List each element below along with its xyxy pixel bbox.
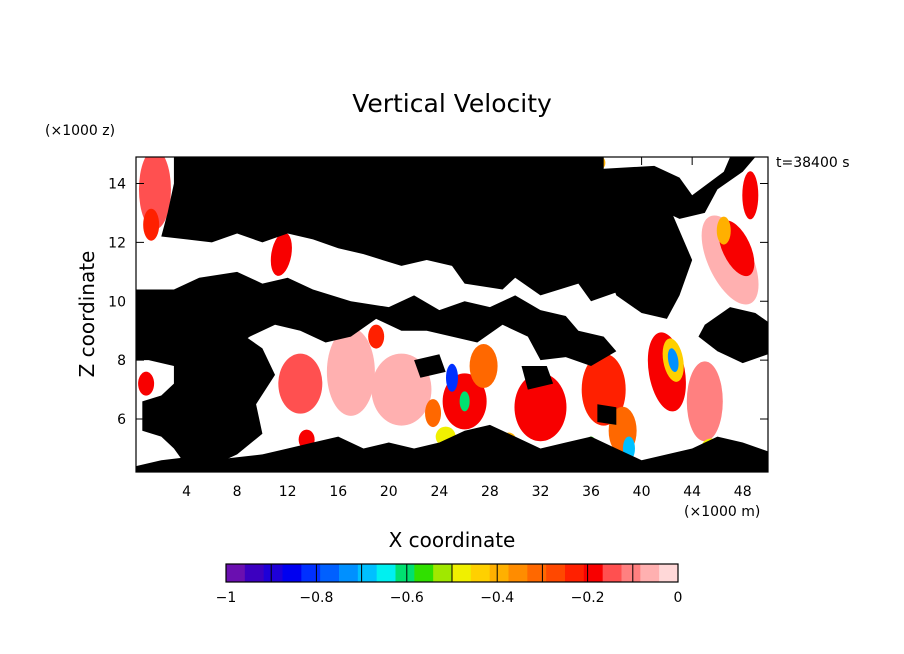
colorbar-tick-label: 0: [674, 590, 683, 606]
missing-data-region: [142, 330, 276, 467]
field-blob: [742, 171, 759, 220]
colorbar-tick-label: −1: [216, 590, 237, 606]
colorbar-swatch: [602, 564, 622, 582]
colorbar-swatch: [508, 564, 528, 582]
colorbar-swatch: [357, 564, 378, 582]
field-blob: [371, 353, 432, 426]
field-blob: [667, 348, 679, 372]
x-tick-label: 16: [329, 484, 347, 500]
x-tick-label: 44: [683, 484, 701, 500]
field-blob: [446, 363, 458, 392]
colorbar-swatch: [339, 564, 359, 582]
x-tick-label: 12: [279, 484, 297, 500]
field-blob: [686, 361, 723, 442]
heatmap-field: [136, 157, 768, 472]
y-tick-label: 14: [108, 176, 126, 192]
field-blob: [326, 327, 375, 416]
colorbar-swatch: [376, 564, 396, 582]
colorbar-ticks: −1 −0.8 −0.6 −0.4 −0.2 0: [216, 590, 683, 606]
colorbar-swatch: [414, 564, 434, 582]
colorbar-swatch: [301, 564, 321, 582]
time-label: t=38400 s: [776, 155, 850, 171]
colorbar-swatch: [640, 564, 660, 582]
colorbar-swatch: [659, 564, 679, 582]
colorbar-swatch: [583, 564, 604, 582]
colorbar-swatch: [527, 564, 547, 582]
colorbar-tick-label: −0.8: [299, 590, 333, 606]
x-tick-label: 8: [233, 484, 242, 500]
field-blob: [514, 373, 567, 442]
field-blob: [425, 399, 442, 428]
missing-data-region: [603, 189, 693, 319]
x-tick-label: 20: [380, 484, 398, 500]
y-axis-ticks: 6 8 10 12 14: [108, 176, 768, 428]
x-tick-label: 32: [532, 484, 550, 500]
colorbar-swatch: [263, 564, 283, 582]
y-tick-label: 6: [117, 412, 126, 428]
missing-data-region: [414, 354, 446, 378]
colorbar-swatch: [395, 564, 415, 582]
y-unit-label: (×1000 z): [45, 123, 115, 139]
missing-data-region: [136, 271, 617, 402]
y-tick-label: 12: [108, 235, 126, 251]
x-unit-label: (×1000 m): [684, 504, 760, 520]
field-blob: [138, 371, 155, 396]
colorbar-tick-label: −0.2: [571, 590, 605, 606]
field-blob: [368, 324, 385, 349]
field-blob: [716, 216, 731, 245]
colorbar-tick-label: −0.6: [390, 590, 424, 606]
colorbar-swatch: [565, 564, 585, 582]
x-axis-ticks: 4 8 12 16 20 24 28 32 36 40 44 48: [182, 157, 752, 500]
missing-data-region: [698, 307, 768, 364]
field-blob: [469, 344, 498, 389]
x-tick-label: 40: [633, 484, 651, 500]
colorbar-swatch: [470, 564, 491, 582]
x-tick-label: 28: [481, 484, 499, 500]
colorbar-swatch: [452, 564, 472, 582]
colorbar-swatch: [226, 564, 246, 582]
chart-title: Vertical Velocity: [352, 89, 552, 118]
colorbar-swatch: [433, 564, 453, 582]
colorbar-swatch: [489, 564, 509, 582]
y-tick-label: 10: [108, 294, 126, 310]
field-blob: [270, 232, 292, 276]
colorbar-swatch: [282, 564, 302, 582]
missing-data-region: [148, 295, 174, 319]
missing-data-region: [597, 404, 617, 425]
x-tick-label: 4: [182, 484, 191, 500]
colorbar-swatch: [546, 564, 566, 582]
plot-frame: [135, 156, 769, 473]
x-tick-label: 36: [582, 484, 600, 500]
field-blob: [143, 208, 160, 241]
x-tick-label: 24: [430, 484, 448, 500]
colorbar-swatch: [621, 564, 641, 582]
colorbar-swatch: [244, 564, 265, 582]
y-axis-label: Z coordinate: [75, 251, 99, 378]
x-tick-label: 48: [734, 484, 752, 500]
missing-data-region: [521, 366, 554, 390]
y-tick-label: 8: [117, 353, 126, 369]
colorbar-frame: [225, 563, 679, 583]
missing-data-region: [136, 424, 768, 472]
colorbar-tick-label: −0.4: [480, 590, 514, 606]
x-axis-label: X coordinate: [389, 528, 516, 552]
field-blob: [278, 353, 323, 414]
colorbar: [225, 563, 679, 583]
field-blob: [459, 391, 470, 412]
colorbar-swatch: [320, 564, 340, 582]
